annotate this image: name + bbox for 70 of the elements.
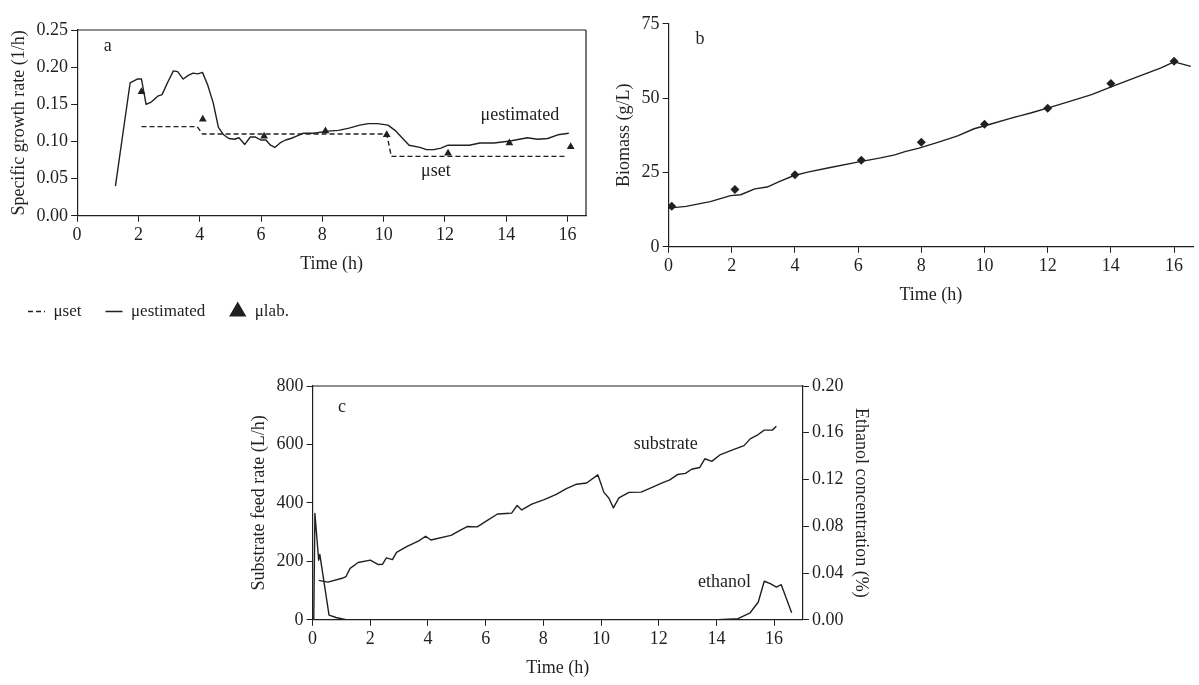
y2-tick-label: 0.00 — [811, 608, 844, 629]
y-tick-label: 600 — [276, 433, 304, 454]
x-tick-label: 10 — [374, 224, 393, 245]
x-tick-label: 8 — [538, 628, 548, 649]
x-tick-label: 4 — [195, 224, 205, 245]
x-tick-label: 0 — [72, 224, 82, 245]
x-axis-title: Time (h) — [899, 283, 963, 305]
x-tick-label: 12 — [1038, 255, 1057, 276]
annotation: substrate — [633, 433, 698, 454]
y-tick-label: 50 — [641, 86, 660, 107]
y2-tick-label: 0.16 — [811, 421, 844, 442]
point — [916, 137, 926, 147]
x-tick-label: 2 — [727, 255, 737, 276]
annotation: ethanol — [697, 571, 751, 592]
x-tick-label: 4 — [790, 255, 800, 276]
y-axis-title: Specific growth rate (1/h) — [7, 30, 29, 216]
y-tick-label: 0.00 — [36, 204, 69, 225]
x-tick-label: 6 — [256, 224, 266, 245]
y-tick-label: 0.15 — [36, 93, 69, 114]
y2-tick-label: 0.20 — [811, 374, 844, 395]
x-tick-label: 12 — [435, 224, 454, 245]
x-tick-label: 6 — [481, 628, 491, 649]
y-tick-label: 800 — [276, 374, 304, 395]
annotation: a — [103, 35, 112, 56]
y-tick-label: 0.25 — [36, 18, 69, 39]
x-tick-label: 0 — [664, 255, 674, 276]
y-axis-title: Substrate feed rate (L/h) — [247, 415, 269, 591]
x-tick-label: 8 — [916, 255, 926, 276]
point — [260, 131, 268, 139]
x-axis-title: Time (h) — [300, 252, 363, 274]
legend-label: μlab. — [254, 300, 289, 320]
x-tick-label: 14 — [497, 224, 516, 245]
point — [1106, 79, 1116, 89]
y-tick-label: 0.05 — [36, 167, 69, 188]
x-tick-label: 16 — [1165, 255, 1184, 276]
x-tick-label: 12 — [649, 628, 668, 649]
x-tick-label: 14 — [1101, 255, 1120, 276]
annotation: μestimated — [480, 104, 560, 125]
legend-label: μset — [53, 300, 82, 320]
x-tick-label: 2 — [365, 628, 375, 649]
y-tick-label: 0 — [294, 608, 304, 629]
y-tick-label: 400 — [276, 491, 304, 512]
annotation: b — [695, 28, 705, 49]
y-tick-label: 0.20 — [36, 55, 69, 76]
x-tick-label: 6 — [853, 255, 863, 276]
y-tick-label: 200 — [276, 550, 304, 571]
y-tick-label: 25 — [641, 161, 660, 182]
point — [566, 142, 575, 149]
y-tick-label: 0.10 — [36, 130, 69, 151]
y2-tick-label: 0.12 — [811, 468, 844, 489]
x-tick-label: 16 — [765, 628, 784, 649]
point — [444, 148, 452, 156]
x-tick-label: 8 — [317, 224, 327, 245]
x-tick-label: 10 — [975, 255, 994, 276]
x-tick-label: 16 — [558, 224, 577, 245]
annotation: c — [338, 395, 347, 416]
x-tick-label: 4 — [423, 628, 433, 649]
x-tick-label: 10 — [592, 628, 611, 649]
x-tick-label: 0 — [308, 628, 318, 649]
x-tick-label: 2 — [133, 224, 143, 245]
y-tick-label: 75 — [641, 12, 660, 33]
legend-label: μestimated — [131, 300, 206, 320]
x-tick-label: 14 — [707, 628, 726, 649]
y2-axis-title: Ethanol concentration (%) — [851, 407, 873, 598]
y2-tick-label: 0.08 — [811, 515, 844, 536]
y-axis-title: Biomass (g/L) — [612, 83, 634, 188]
x-axis-title: Time (h) — [526, 656, 590, 678]
point — [730, 184, 740, 194]
annotation: μset — [421, 159, 451, 180]
y2-tick-label: 0.04 — [811, 561, 844, 582]
